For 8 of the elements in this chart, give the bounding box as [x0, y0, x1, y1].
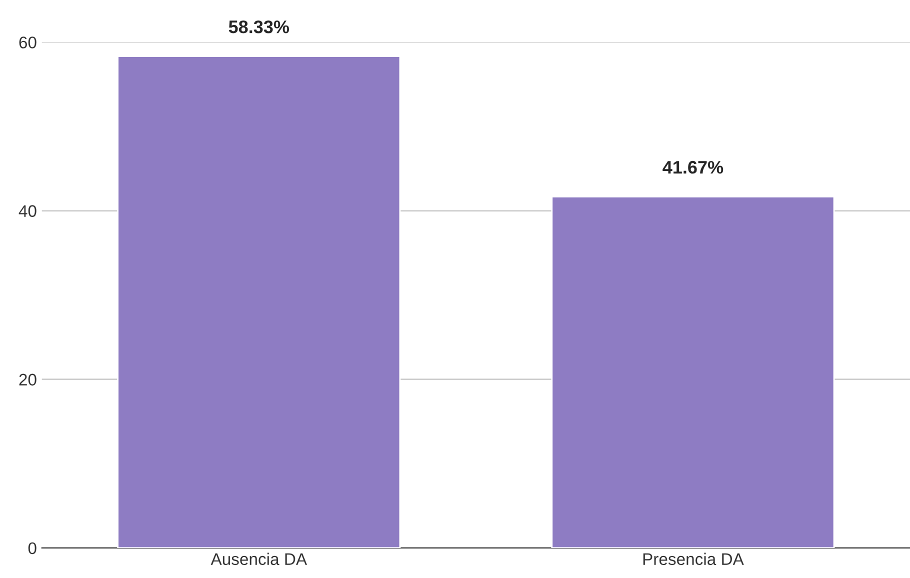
- y-tick-label: 0: [28, 542, 36, 554]
- data-label: 58.33%: [228, 20, 290, 34]
- x-tick-label: Ausencia DA: [210, 552, 308, 566]
- x-tick-label: Presencia DA: [643, 552, 744, 566]
- y-tick-label: 40: [18, 205, 36, 217]
- y-tick-label: 60: [19, 36, 36, 48]
- data-label: 41.67%: [662, 160, 724, 174]
- y-tick-label: 20: [19, 374, 36, 386]
